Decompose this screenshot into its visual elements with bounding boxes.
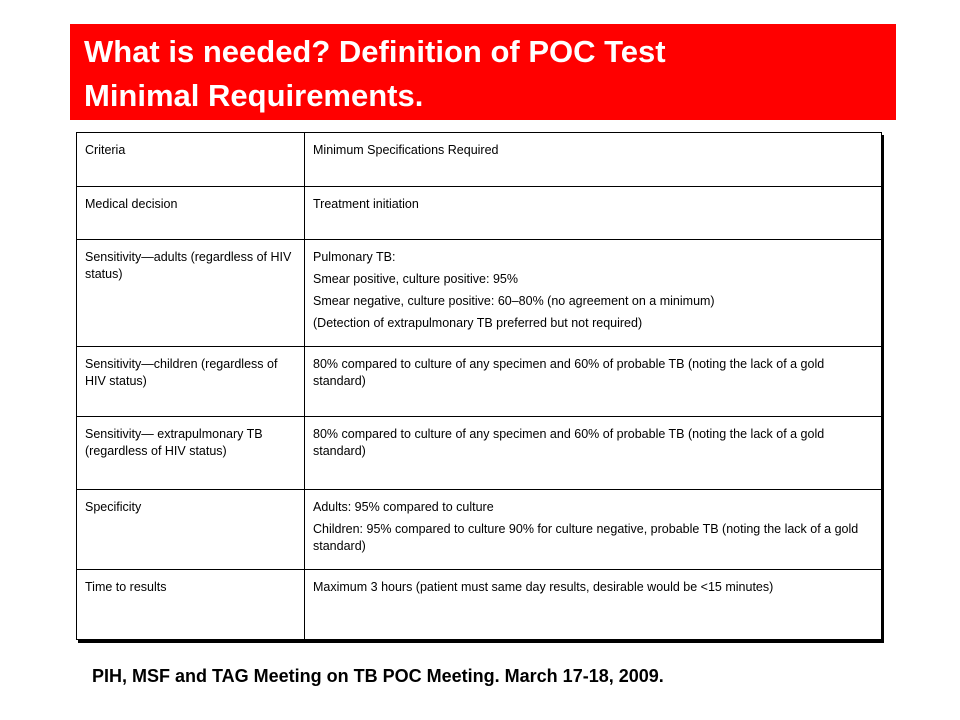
spec-line: Smear negative, culture positive: 60–80%… <box>313 294 715 308</box>
criteria-label: Sensitivity—children (regardless of HIV … <box>85 357 278 388</box>
criteria-table: Criteria Minimum Specifications Required… <box>76 132 882 640</box>
criteria-cell: Medical decision <box>76 186 305 240</box>
criteria-cell: Specificity <box>76 489 305 570</box>
criteria-table-container: Criteria Minimum Specifications Required… <box>76 132 882 640</box>
spec-cell: Treatment initiation <box>304 186 882 240</box>
spec-line: (Detection of extrapulmonary TB preferre… <box>313 316 643 330</box>
table-header-row: Criteria Minimum Specifications Required <box>76 132 882 187</box>
criteria-cell: Sensitivity—adults (regardless of HIV st… <box>76 239 305 347</box>
header-spec-label: Minimum Specifications Required <box>313 143 499 157</box>
criteria-cell: Sensitivity—children (regardless of HIV … <box>76 346 305 417</box>
spec-line: Smear positive, culture positive: 95% <box>313 272 518 286</box>
header-cell-spec: Minimum Specifications Required <box>304 132 882 187</box>
criteria-cell: Time to results <box>76 569 305 640</box>
spec-cell: Pulmonary TB: Smear positive, culture po… <box>304 239 882 347</box>
spec-cell: Maximum 3 hours (patient must same day r… <box>304 569 882 640</box>
criteria-label: Specificity <box>85 500 142 514</box>
spec-line: Pulmonary TB: <box>313 250 396 264</box>
table-row: Time to results Maximum 3 hours (patient… <box>76 569 882 640</box>
criteria-label: Sensitivity—adults (regardless of HIV st… <box>85 250 292 281</box>
spec-cell: Adults: 95% compared to culture Children… <box>304 489 882 570</box>
spec-line: Adults: 95% compared to culture <box>313 500 494 514</box>
spec-line: Maximum 3 hours (patient must same day r… <box>313 580 774 594</box>
title-line-2: Minimal Requirements. <box>84 78 424 113</box>
title-line-1: What is needed? Definition of POC Test <box>84 34 666 69</box>
table-row: Medical decision Treatment initiation <box>76 186 882 240</box>
spec-line: Children: 95% compared to culture 90% fo… <box>313 522 859 553</box>
criteria-cell: Sensitivity— extrapulmonary TB (regardle… <box>76 416 305 490</box>
criteria-label: Medical decision <box>85 197 178 211</box>
spec-cell: 80% compared to culture of any specimen … <box>304 346 882 417</box>
title-banner: What is needed? Definition of POC Test M… <box>70 24 896 120</box>
citation-footer: PIH, MSF and TAG Meeting on TB POC Meeti… <box>92 666 664 686</box>
criteria-label: Sensitivity— extrapulmonary TB (regardle… <box>85 427 263 458</box>
spec-line: 80% compared to culture of any specimen … <box>313 357 825 388</box>
spec-line: Treatment initiation <box>313 197 419 211</box>
header-criteria-label: Criteria <box>85 143 126 157</box>
table-row: Sensitivity—children (regardless of HIV … <box>76 346 882 417</box>
spec-line: 80% compared to culture of any specimen … <box>313 427 825 458</box>
table-row: Sensitivity—adults (regardless of HIV st… <box>76 239 882 347</box>
table-row: Specificity Adults: 95% compared to cult… <box>76 489 882 570</box>
spec-cell: 80% compared to culture of any specimen … <box>304 416 882 490</box>
header-cell-criteria: Criteria <box>76 132 305 187</box>
page-title: What is needed? Definition of POC Test M… <box>84 30 896 118</box>
criteria-label: Time to results <box>85 580 167 594</box>
table-row: Sensitivity— extrapulmonary TB (regardle… <box>76 416 882 490</box>
